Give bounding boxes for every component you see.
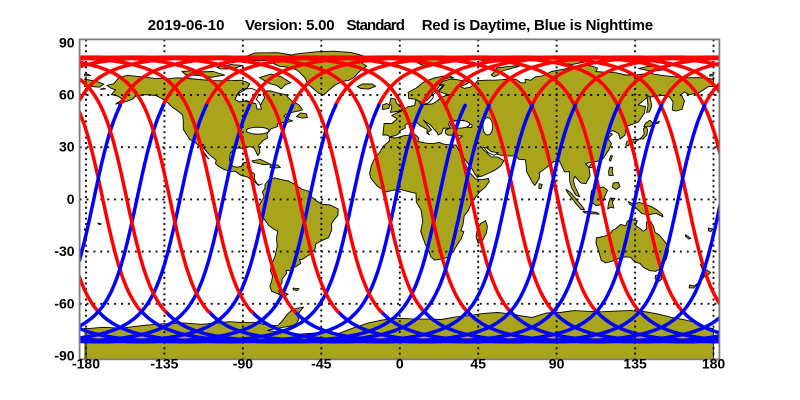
svg-text:-180: -180 <box>72 356 100 372</box>
svg-text:Version: 5.00: Version: 5.00 <box>245 17 334 34</box>
svg-text:90: 90 <box>549 356 565 372</box>
svg-text:0: 0 <box>67 191 75 207</box>
svg-text:-135: -135 <box>150 356 178 372</box>
svg-text:60: 60 <box>59 87 75 103</box>
svg-text:135: 135 <box>623 356 647 372</box>
svg-text:Standard: Standard <box>347 17 405 34</box>
svg-text:-45: -45 <box>311 356 331 372</box>
svg-text:-60: -60 <box>54 295 74 311</box>
svg-text:30: 30 <box>59 139 75 155</box>
svg-text:180: 180 <box>702 356 726 372</box>
svg-text:-90: -90 <box>54 348 74 364</box>
svg-text:2019-06-10: 2019-06-10 <box>148 17 225 34</box>
svg-text:Red is Daytime, Blue is Nightt: Red is Daytime, Blue is Nighttime <box>422 17 653 34</box>
svg-text:-90: -90 <box>233 356 253 372</box>
svg-text:-30: -30 <box>54 243 74 259</box>
svg-text:0: 0 <box>396 356 404 372</box>
svg-text:45: 45 <box>470 356 486 372</box>
svg-text:90: 90 <box>59 34 75 50</box>
